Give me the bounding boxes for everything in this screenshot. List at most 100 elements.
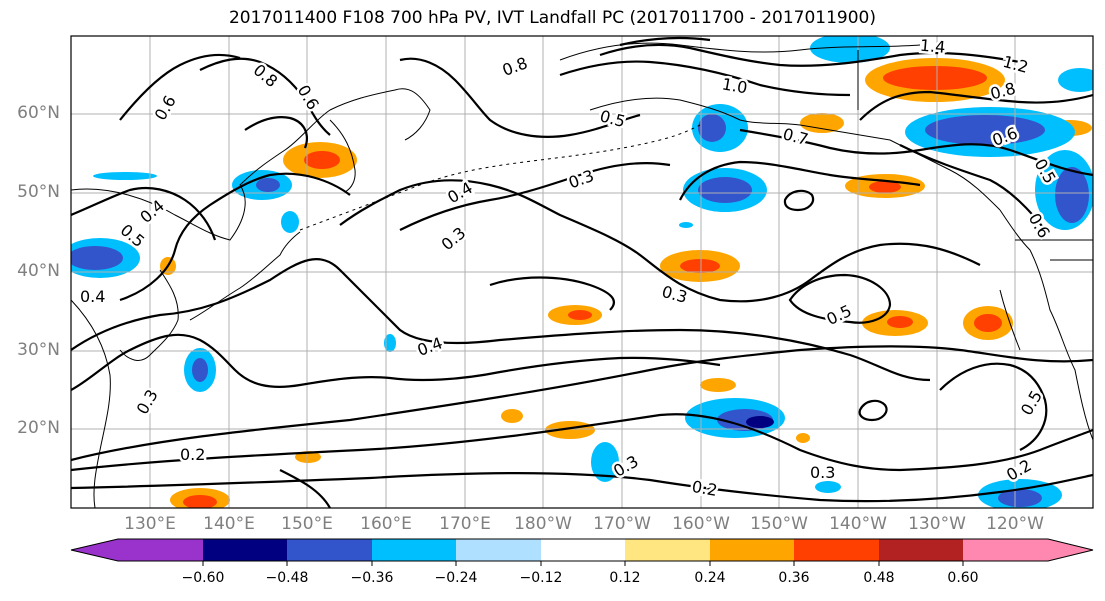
lat-label-60n: 60°N (17, 103, 60, 123)
contour-line (858, 399, 888, 422)
lon-label-140e: 140°E (203, 514, 255, 534)
coastline-baja (999, 289, 1021, 351)
lat-label-40n: 40°N (17, 261, 60, 281)
contour-line (119, 53, 241, 121)
colorbar-outline (70, 538, 1094, 562)
contour-line (619, 36, 711, 47)
shade-patch (256, 178, 280, 192)
contour-line (71, 333, 721, 391)
contour-line (71, 471, 1093, 503)
contour-line (71, 186, 217, 241)
contour-line (489, 276, 615, 311)
lon-label-150w: 150°W (750, 514, 808, 534)
lon-label-160w: 160°W (672, 514, 730, 534)
contour-label: 0.2 (180, 445, 205, 464)
coastline-kamchatka (329, 119, 356, 193)
lat-lon-grid (71, 36, 1093, 508)
contour-line (899, 144, 1046, 231)
map-frame (70, 35, 1094, 509)
lon-label-180w: 180°W (514, 514, 572, 534)
shade-patch (183, 495, 217, 508)
shade-patch (925, 115, 1045, 145)
coastline-arctic (559, 42, 921, 61)
shade-patch (304, 151, 340, 169)
contour-label: 0.4 (136, 196, 168, 227)
shade-patch (1058, 68, 1093, 92)
shade-patch (568, 310, 592, 320)
shade-patch (281, 211, 299, 233)
contour-label: 1.0 (721, 74, 749, 97)
shade-patch (679, 222, 693, 228)
shade-patch (1055, 167, 1089, 223)
contour-line (71, 345, 1093, 462)
pv-contours (71, 36, 1093, 508)
shade-patch (800, 113, 844, 133)
colorbar-extend-high (1048, 539, 1093, 561)
shade-patch (501, 409, 523, 423)
lon-label-160e: 160°E (360, 514, 412, 534)
contour-label: 0.5 (824, 301, 855, 329)
contour-label: 1.2 (1001, 52, 1031, 77)
colorbar-tick-label: 0.12 (609, 570, 641, 586)
state-border (857, 50, 1093, 261)
shade-patch (869, 181, 901, 193)
contour-label: 0.8 (250, 60, 282, 91)
lon-label-150e: 150°E (281, 514, 333, 534)
shade-patch (700, 378, 736, 392)
colorbar-segment (287, 539, 372, 561)
contour-line (783, 189, 815, 212)
shade-patch (384, 334, 396, 352)
shade-patch (796, 433, 810, 443)
contour-label: 0.4 (80, 287, 105, 306)
colorbar-tick-label: −0.24 (434, 570, 478, 586)
contour-line (199, 57, 331, 136)
contour-line (939, 362, 1048, 451)
coastline-china (71, 299, 111, 508)
lat-label-50n: 50°N (17, 182, 60, 202)
colorbar-segment (879, 539, 963, 561)
lon-label-120w: 120°W (986, 514, 1044, 534)
contour-label: 1.4 (919, 36, 946, 57)
shade-patch (883, 66, 987, 90)
colorbar-segment (963, 539, 1048, 561)
lon-label-170w: 170°W (593, 514, 651, 534)
colorbar-segment (203, 539, 287, 561)
shade-patch (974, 314, 1002, 332)
lat-label-20n: 20°N (17, 418, 60, 438)
lon-label-170e: 170°E (439, 514, 491, 534)
contour-line (71, 413, 1093, 472)
lat-label-30n: 30°N (17, 340, 60, 360)
shade-patch (810, 36, 890, 63)
colorbar-segment (794, 539, 879, 561)
colorbar (70, 538, 1094, 566)
shade-patch (998, 489, 1042, 507)
contour-label: 0.6 (294, 82, 323, 114)
contour-label: 0.3 (810, 463, 835, 482)
colorbar-tick-label: −0.48 (265, 570, 309, 586)
contour-label: 0.2 (690, 477, 718, 500)
shade-patch (698, 177, 752, 203)
lon-label-140w: 140°W (829, 514, 887, 534)
contour-line (599, 43, 1021, 67)
shade-patch (887, 316, 913, 328)
shade-patch (815, 481, 841, 493)
contour-label: 0.6 (151, 92, 180, 124)
contour-line (559, 60, 851, 97)
contour-line (244, 116, 308, 149)
pv-shading-layer (71, 36, 1093, 508)
contour-label: 0.4 (415, 333, 445, 360)
coastline-alaska (589, 97, 1001, 211)
shade-patch (680, 259, 720, 273)
lon-label-130w: 130°W (908, 514, 966, 534)
colorbar-segment (710, 539, 794, 561)
colorbar-segment (118, 539, 203, 561)
coastlines (71, 42, 1093, 508)
lon-label-130e: 130°E (124, 514, 176, 534)
contour-line (71, 258, 931, 382)
shade-patch (192, 358, 208, 382)
contour-label: 0.3 (566, 166, 596, 193)
contour-line (399, 57, 641, 138)
shade-patch (591, 442, 619, 482)
shade-patch (71, 246, 123, 270)
